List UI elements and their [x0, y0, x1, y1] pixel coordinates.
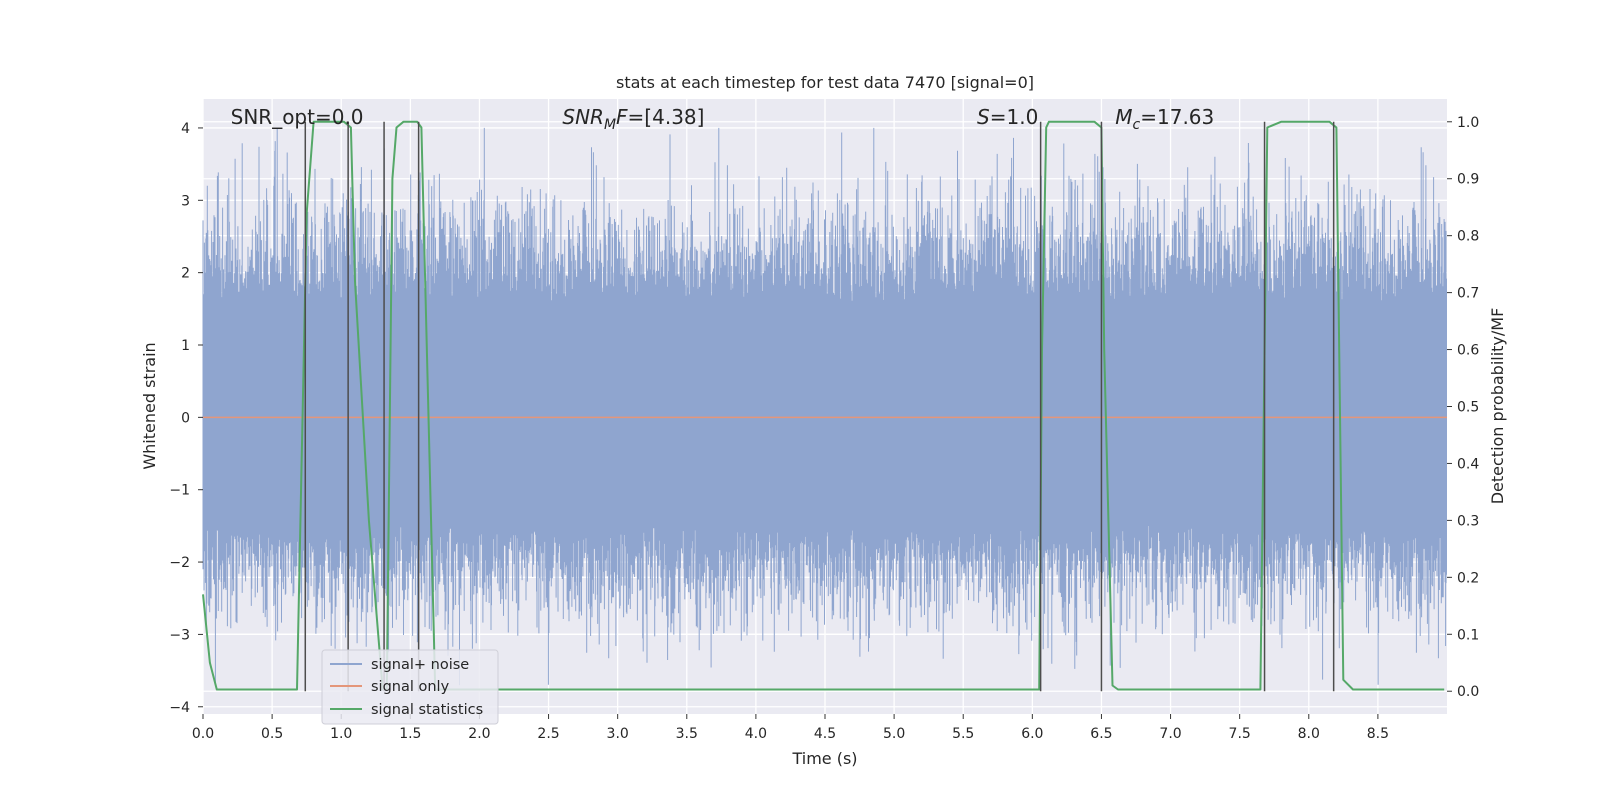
y2-tick-label: 0.9	[1457, 172, 1479, 188]
annotations: SNR_opt=0.0 SNRMF=[4.38] S=1.0 Mc=17.63	[231, 105, 1215, 133]
x-tick-label: 8.5	[1367, 726, 1389, 742]
x-tick-label: 6.5	[1090, 726, 1112, 742]
legend: signal+ noise signal only signal statist…	[321, 649, 499, 725]
vertical-markers	[304, 121, 1335, 692]
x-tick-label: 0.5	[261, 726, 283, 742]
stat-annotation: SNRMF=[4.38]	[562, 105, 704, 133]
y-tick-label: −2	[169, 555, 190, 571]
right-axis-ticks: 1.0 0.9 0.8 0.7 0.6 0.5 0.4 0.3 0.2 0.1 0.0	[1447, 115, 1479, 700]
x-tick-label: 1.5	[399, 726, 421, 742]
x-tick-label: 4.5	[814, 726, 836, 742]
x-tick-label: 3.5	[676, 726, 698, 742]
x-tick-label: 4.0	[745, 726, 767, 742]
signal-plus-noise-series	[202, 127, 1447, 686]
x-tick-label: 5.5	[952, 726, 974, 742]
x-tick-label: 7.5	[1229, 726, 1251, 742]
x-tick-label: 5.0	[883, 726, 905, 742]
legend-label-signal-noise: signal+ noise	[371, 657, 469, 673]
y-tick-label: 4	[181, 121, 190, 137]
x-tick-label: 3.0	[607, 726, 629, 742]
y2-tick-label: 0.7	[1457, 286, 1479, 302]
chart-title: stats at each timestep for test data 747…	[616, 73, 1034, 92]
y-tick-label: 3	[181, 193, 190, 209]
legend-label-signal-statistics: signal statistics	[371, 702, 483, 718]
stat-annotation: S=1.0	[977, 105, 1038, 129]
y-tick-label: −3	[169, 627, 190, 643]
y-tick-label: −1	[169, 483, 190, 499]
y2-tick-label: 0.2	[1457, 570, 1479, 586]
y-tick-label: −4	[169, 700, 190, 716]
y2-tick-label: 0.1	[1457, 627, 1479, 643]
x-tick-label: 2.0	[468, 726, 490, 742]
x-tick-label: 0.0	[192, 726, 214, 742]
stat-annotation: Mc=17.63	[1115, 105, 1214, 133]
y2-tick-label: 0.0	[1457, 684, 1479, 700]
y-axis-ticks: 4 3 2 1 0 −1 −2 −3 −4	[169, 121, 203, 716]
y2-tick-label: 0.4	[1457, 456, 1479, 472]
x-tick-label: 1.0	[330, 726, 352, 742]
x-tick-label: 8.0	[1298, 726, 1320, 742]
y-tick-label: 0	[181, 410, 190, 426]
x-tick-label: 2.5	[537, 726, 559, 742]
y-tick-label: 2	[181, 266, 190, 282]
y2-tick-label: 1.0	[1457, 115, 1479, 131]
y2-tick-label: 0.5	[1457, 400, 1479, 416]
y-axis-label: Whitened strain	[140, 342, 159, 469]
x-axis-label: Time (s)	[791, 749, 857, 768]
y2-tick-label: 0.3	[1457, 513, 1479, 529]
y2-axis-label: Detection probability/MF	[1488, 308, 1507, 505]
y2-tick-label: 0.6	[1457, 343, 1479, 359]
signal-plus-noise-trace	[202, 127, 1447, 686]
x-tick-label: 7.0	[1159, 726, 1181, 742]
x-tick-label: 6.0	[1021, 726, 1043, 742]
stat-annotation: SNR_opt=0.0	[231, 105, 364, 129]
y2-tick-label: 0.8	[1457, 229, 1479, 245]
legend-label-signal-only: signal only	[371, 679, 450, 695]
y-tick-label: 1	[181, 338, 190, 354]
x-axis-ticks: 0.0 0.5 1.0 1.5 2.0 2.5 3.0 3.5 4.0 4.5 5.0 5.5 6.0 6…	[192, 714, 1389, 742]
